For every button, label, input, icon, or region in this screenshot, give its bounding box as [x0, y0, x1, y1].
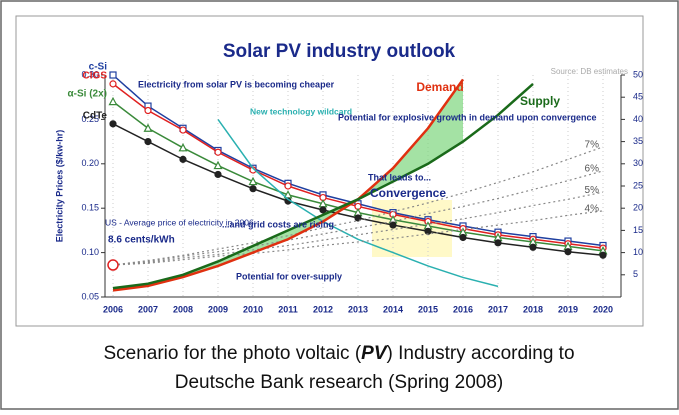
series-line	[112, 210, 604, 266]
marker	[109, 120, 117, 128]
series-label: 6%	[585, 164, 600, 175]
y2-tick-label: 50	[633, 69, 643, 79]
marker	[109, 80, 117, 88]
y2-tick-label: 20	[633, 203, 643, 213]
series-line	[112, 78, 465, 292]
marker	[494, 239, 502, 247]
annotation: US - Average price of electricity in 200…	[105, 217, 256, 227]
marker	[178, 143, 188, 152]
caption-line-2: Deutsche Bank research (Spring 2008)	[175, 372, 503, 393]
marker	[213, 160, 223, 170]
x-tick-label: 2009	[208, 304, 228, 314]
series-label: 5%	[585, 185, 600, 196]
y-tick-label: 0.25	[81, 114, 99, 124]
y-tick-label: 0.15	[81, 203, 99, 213]
annotation: Electricity from solar PV is becoming ch…	[138, 79, 335, 89]
marker	[144, 106, 152, 115]
x-tick-label: 2007	[138, 304, 158, 314]
series-label: 7%	[585, 140, 600, 151]
marker	[179, 126, 187, 134]
y-tick-label: 0.05	[81, 291, 99, 301]
caption-text: ) Industry according to	[387, 343, 575, 364]
annotation: Convergence	[370, 186, 446, 200]
series-line	[112, 191, 604, 266]
x-tick-label: 2020	[593, 304, 613, 314]
x-tick-label: 2008	[173, 304, 193, 314]
series-label: CIGS	[83, 71, 108, 82]
caption-line-1: Scenario for the photo voltaic (PV) Indu…	[103, 343, 574, 364]
annotation: 8.6 cents/kWh	[108, 235, 175, 246]
marker	[284, 182, 292, 190]
y2-tick-label: 35	[633, 136, 643, 146]
x-tick-label: 2012	[313, 304, 333, 314]
y-tick-label: 0.10	[81, 247, 99, 257]
series-label: Demand	[416, 80, 463, 94]
caption-text: PV	[361, 343, 388, 364]
x-tick-label: 2016	[453, 304, 473, 314]
marker	[564, 248, 572, 256]
marker	[214, 148, 222, 156]
marker	[179, 155, 187, 163]
marker	[249, 185, 257, 193]
series-label: Supply	[520, 94, 560, 108]
y2-tick-label: 5	[633, 269, 638, 279]
annotation: Potential for over-supply	[236, 271, 342, 281]
marker	[459, 233, 467, 242]
series-label: 4%	[585, 204, 600, 215]
x-tick-label: 2015	[418, 304, 438, 314]
series-line	[217, 118, 499, 288]
x-tick-label: 2013	[348, 304, 368, 314]
marker	[248, 176, 258, 186]
y2-tick-label: 30	[633, 158, 643, 168]
marker	[599, 251, 607, 259]
y-tick-label: 0.30	[81, 69, 99, 79]
source: Source: DB estimates	[551, 67, 628, 76]
y2-tick-label: 10	[633, 247, 643, 257]
annotation: Potential for explosive growth in demand…	[338, 112, 597, 122]
x-tick-label: 2014	[383, 304, 403, 314]
plot: 0.05 0.10 0.15 0.20 0.25 0.30 5 10 15 20 25 30 35 40 4…	[68, 62, 644, 315]
marker	[108, 96, 118, 106]
series-line	[112, 82, 534, 290]
series-label: New technology wildcard	[250, 106, 352, 116]
y-tick-label: 0.20	[81, 158, 99, 168]
y2-tick-label: 15	[633, 225, 643, 235]
marker	[144, 138, 152, 146]
chart-frame	[15, 15, 644, 327]
series-line	[112, 170, 604, 266]
marker	[109, 71, 117, 79]
series-label: c-Si	[89, 62, 108, 73]
y-axis-label: Electricity Prices ($/kw-hr)	[54, 130, 64, 243]
y2-tick-label: 25	[633, 180, 643, 190]
x-tick-label: 2018	[523, 304, 543, 314]
caption-text: Scenario for the photo voltaic (	[103, 343, 361, 364]
annotation: That leads to...	[368, 172, 431, 182]
x-tick-label: 2011	[278, 304, 298, 314]
marker	[214, 170, 222, 179]
series-label: α-Si (2x)	[68, 88, 108, 99]
x-tick-label: 2006	[103, 304, 123, 314]
marker	[143, 123, 153, 132]
us-price-point	[107, 259, 119, 271]
x-tick-label: 2019	[558, 304, 578, 314]
marker	[529, 243, 537, 251]
x-tick-label: 2010	[243, 304, 263, 314]
chart-title: Solar PV industry outlook	[223, 41, 456, 62]
y2-tick-label: 45	[633, 92, 643, 102]
marker	[354, 214, 362, 222]
series-label: CdTe	[83, 110, 108, 121]
annotation: ...and grid costs are rising	[222, 219, 334, 229]
x-tick-label: 2017	[488, 304, 508, 314]
marker	[319, 206, 327, 214]
y2-tick-label: 40	[633, 114, 643, 124]
marker	[389, 221, 397, 229]
